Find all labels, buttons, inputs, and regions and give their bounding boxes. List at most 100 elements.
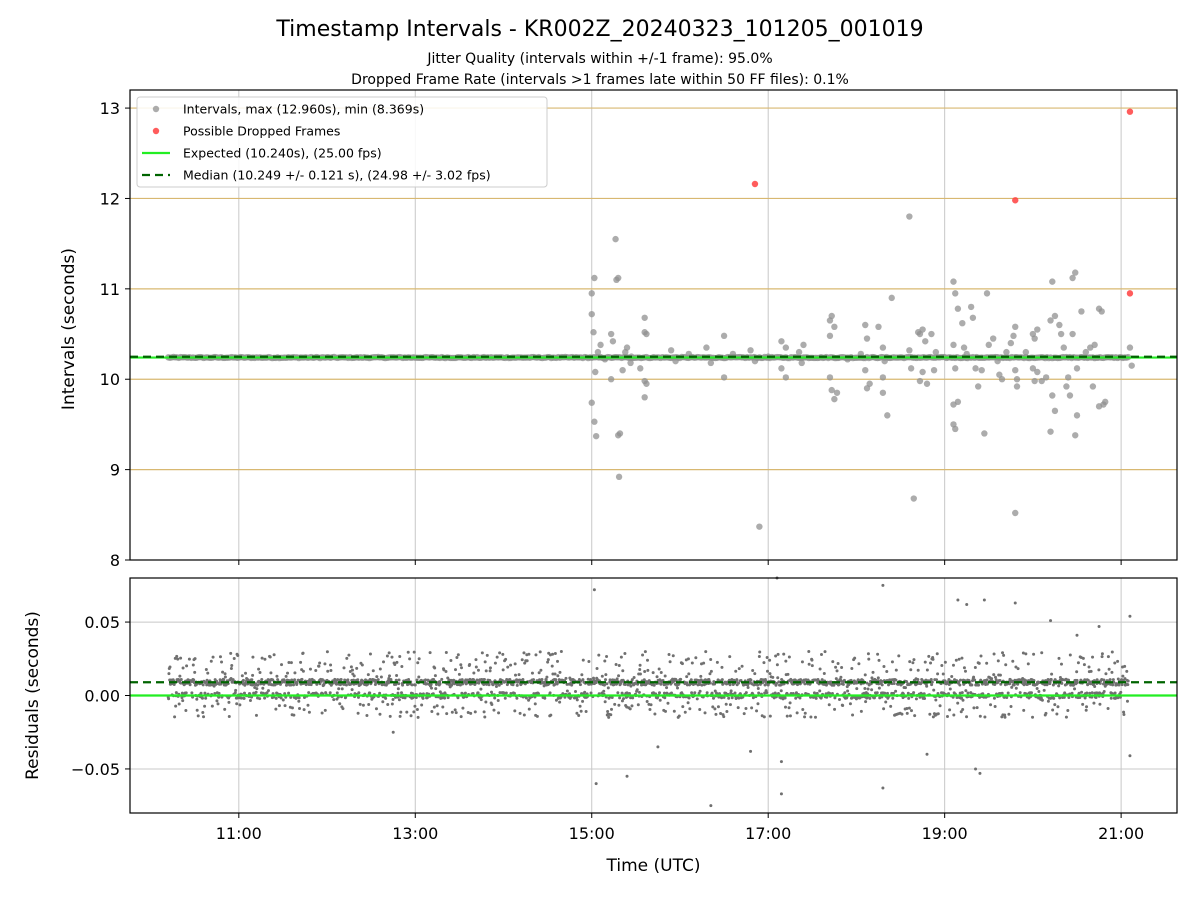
- residual-point: [713, 707, 717, 711]
- residual-point: [177, 702, 181, 706]
- y-tick-label: 0.00: [84, 687, 120, 706]
- residual-point: [774, 654, 778, 658]
- residual-point: [494, 684, 498, 688]
- residual-point: [961, 698, 965, 702]
- residual-point: [978, 771, 982, 775]
- residual-point: [457, 672, 461, 676]
- residual-point: [715, 660, 719, 664]
- residuals-y-axis-label: Residuals (seconds): [23, 611, 43, 780]
- residual-point: [522, 651, 526, 655]
- residual-point: [1052, 696, 1056, 700]
- residual-point: [320, 711, 324, 715]
- residual-point: [651, 671, 655, 675]
- residual-point: [376, 678, 380, 682]
- residual-point: [504, 657, 508, 661]
- interval-point: [798, 359, 805, 367]
- residual-point: [629, 684, 633, 688]
- residual-point: [945, 714, 949, 718]
- residual-point: [619, 655, 623, 659]
- residual-point: [1076, 661, 1080, 665]
- residual-point: [460, 678, 464, 682]
- residual-point: [810, 658, 814, 662]
- residual-point: [635, 688, 639, 692]
- residual-point: [703, 678, 707, 682]
- interval-point: [1073, 412, 1081, 419]
- residual-point: [497, 711, 501, 715]
- x-tick-label: 13:00: [392, 824, 438, 843]
- residual-point: [1014, 686, 1018, 690]
- residual-point: [483, 715, 487, 719]
- residual-point: [928, 712, 932, 716]
- residual-point: [581, 678, 585, 682]
- residual-point: [474, 658, 478, 662]
- residual-point: [864, 700, 868, 704]
- interval-point: [591, 418, 598, 425]
- residual-point: [307, 710, 311, 714]
- interval-point: [592, 368, 599, 376]
- residual-point: [450, 710, 454, 714]
- intervals-panel: 8 9 10 11 12 13 Intervals (seconds) Intervals…: [59, 89, 1178, 570]
- residual-point: [832, 683, 836, 687]
- residual-point: [509, 663, 513, 667]
- residual-point: [711, 696, 715, 700]
- interval-point: [1010, 332, 1017, 340]
- residual-point: [1098, 702, 1102, 706]
- residual-point: [250, 678, 254, 682]
- residual-point: [1122, 710, 1126, 714]
- residual-point: [834, 665, 838, 669]
- residual-point: [931, 715, 935, 719]
- residual-point: [905, 680, 909, 684]
- interval-point: [928, 330, 935, 338]
- residual-point: [1128, 614, 1132, 618]
- residual-point: [851, 713, 855, 717]
- interval-point: [641, 314, 648, 321]
- residual-point: [300, 677, 304, 681]
- residual-point: [444, 650, 448, 654]
- interval-point: [703, 344, 710, 351]
- residual-point: [711, 705, 715, 709]
- residual-point: [623, 651, 627, 655]
- residual-point: [1113, 661, 1117, 665]
- residual-point: [849, 678, 853, 682]
- residual-point: [855, 687, 859, 691]
- residual-point: [881, 786, 885, 790]
- interval-point: [963, 350, 970, 358]
- residual-point: [710, 691, 714, 695]
- residual-point: [912, 691, 916, 695]
- residual-point: [378, 667, 382, 671]
- interval-point: [1047, 428, 1054, 435]
- residual-point: [395, 673, 399, 677]
- residual-point: [638, 663, 642, 667]
- residual-point: [617, 703, 621, 707]
- residual-point: [992, 652, 996, 656]
- residual-point: [925, 752, 929, 756]
- interval-point: [588, 310, 595, 318]
- legend: Intervals, max (12.960s), min (8.369s) Po…: [136, 96, 548, 188]
- residual-point: [1016, 682, 1020, 686]
- residual-point: [943, 660, 947, 664]
- residual-point: [263, 696, 267, 700]
- residual-point: [595, 666, 599, 670]
- residual-point: [941, 672, 945, 676]
- residual-point: [956, 701, 960, 705]
- residuals-ticks: −0.05 0.00 0.05 11:00 13:00 15:00 17:00 19:00 21…: [71, 613, 1144, 843]
- interval-point: [1066, 392, 1074, 399]
- residual-point: [419, 678, 423, 682]
- residual-point: [620, 691, 624, 695]
- residual-point: [254, 690, 258, 694]
- residual-point: [1040, 651, 1044, 655]
- residual-point: [693, 691, 697, 695]
- residual-point: [807, 662, 811, 666]
- interval-point: [884, 412, 891, 419]
- residual-point: [274, 707, 278, 711]
- residual-point: [964, 689, 968, 693]
- interval-point: [875, 323, 882, 331]
- residual-point: [512, 691, 516, 695]
- residual-point: [248, 698, 252, 702]
- residual-point: [396, 687, 400, 691]
- interval-point: [916, 377, 924, 385]
- residual-point: [1035, 686, 1039, 690]
- residual-point: [916, 668, 920, 672]
- interval-point: [778, 365, 785, 372]
- residual-point: [456, 653, 460, 657]
